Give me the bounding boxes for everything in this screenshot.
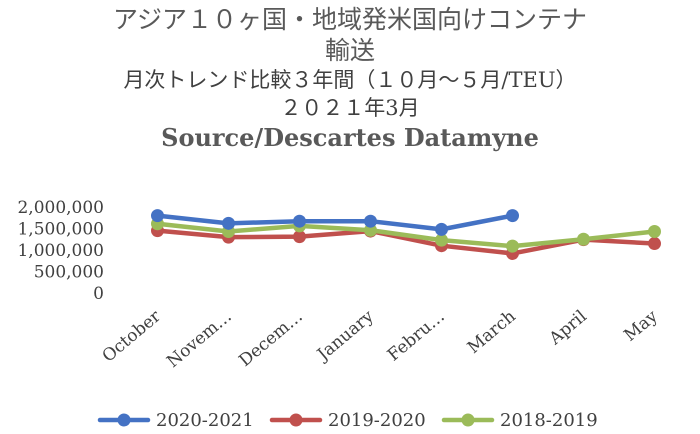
data-point-2018-2019 <box>577 232 590 246</box>
chart-title-line-2: 輸送 <box>324 36 375 65</box>
x-tick-label: March <box>464 306 520 357</box>
data-point-2019-2020 <box>293 230 306 244</box>
y-tick-label: 1,500,000 <box>17 220 104 240</box>
y-tick-label: 1,000,000 <box>17 241 104 261</box>
data-point-2020-2021 <box>435 222 448 236</box>
legend-marker-2018-2019 <box>461 413 475 427</box>
x-tick-label: Decem… <box>235 307 306 371</box>
data-point-2019-2020 <box>648 237 661 251</box>
y-tick-label: 500,000 <box>34 263 104 283</box>
chart-subtitle-line-1: 月次トレンド比較３年間（１０月～５月/TEU） <box>123 68 577 92</box>
legend-label: 2018-2019 <box>500 410 598 431</box>
x-tick-label: April <box>545 307 591 350</box>
data-point-2020-2021 <box>364 214 377 228</box>
chart-source: Source/Descartes Datamyne <box>161 123 539 152</box>
data-point-2020-2021 <box>293 214 306 228</box>
legend-marker-2019-2020 <box>289 413 303 427</box>
data-point-2018-2019 <box>364 223 377 237</box>
y-tick-label: 2,000,000 <box>17 198 104 218</box>
x-tick-label: October <box>99 306 166 367</box>
data-point-2018-2019 <box>435 233 448 247</box>
y-tick-label: 0 <box>93 284 104 304</box>
data-point-2020-2021 <box>151 209 164 223</box>
data-point-2020-2021 <box>222 216 235 230</box>
data-point-2018-2019 <box>506 239 519 253</box>
chart-title-line-1: アジア１０ヶ国・地域発米国向けコンテナ <box>112 5 587 34</box>
legend-marker-2020-2021 <box>117 413 131 427</box>
data-point-2018-2019 <box>648 225 661 239</box>
x-tick-label: January <box>312 306 378 366</box>
chart-subtitle-line-2: ２０２１年3月 <box>280 96 420 120</box>
legend-label: 2020-2021 <box>156 410 254 431</box>
chart-title: アジア１０ヶ国・地域発米国向けコンテナ 輸送 月次トレンド比較３年間（１０月～５… <box>0 4 700 154</box>
x-tick-label: Febru… <box>384 307 449 366</box>
series-line-2020-2021 <box>155 213 515 232</box>
legend-label: 2019-2020 <box>328 410 426 431</box>
series-line-2018-2019 <box>155 221 657 249</box>
x-tick-label: Novem… <box>163 307 236 372</box>
x-tick-label: May <box>620 306 662 345</box>
data-point-2020-2021 <box>506 209 519 223</box>
